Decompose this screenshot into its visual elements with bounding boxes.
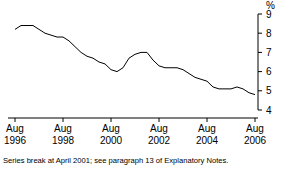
x-tick-label-line: Aug [54,123,72,134]
y-tick-label: 6 [266,66,272,77]
x-tick-label-line: Aug [150,123,168,134]
y-tick [258,71,262,72]
x-tick-label: Aug2006 [244,123,267,146]
y-tick [258,110,262,111]
plot-area [15,26,255,95]
x-tick [207,118,208,122]
y-axis-label: % [266,0,275,11]
x-tick-label: Aug2004 [196,123,219,146]
footnote: Series break at April 2001; see paragrap… [3,156,228,165]
x-tick-label-line: 2006 [244,135,267,146]
x-tick-label-line: 2004 [196,135,219,146]
x-tick [63,118,64,122]
x-tick-label-line: Aug [198,123,216,134]
x-tick [15,118,16,122]
chart: 456789%Aug1996Aug1998Aug2000Aug2002Aug20… [0,0,283,170]
x-tick [159,118,160,122]
x-tick-label: Aug2000 [100,123,123,146]
x-tick-label-line: 1998 [52,135,75,146]
y-tick-label: 4 [266,105,272,116]
x-axis [8,118,258,119]
y-tick [258,14,262,15]
y-tick [258,33,262,34]
x-tick-label-line: 1996 [4,135,27,146]
x-tick-label: Aug1996 [4,123,27,146]
y-tick-label: 7 [266,47,272,58]
x-tick-label: Aug2002 [148,123,171,146]
y-tick [258,52,262,53]
y-tick [258,90,262,91]
x-tick [255,118,256,122]
x-tick-label-line: 2002 [148,135,171,146]
x-tick-label: Aug1998 [52,123,75,146]
x-tick-label-line: 2000 [100,135,123,146]
x-tick-label-line: Aug [102,123,120,134]
x-tick-label-line: Aug [246,123,264,134]
x-tick [111,118,112,122]
y-tick-label: 5 [266,85,272,96]
x-tick-label-line: Aug [6,123,24,134]
y-axis [258,14,259,110]
data-line [15,26,255,95]
y-tick-label: 8 [266,28,272,39]
